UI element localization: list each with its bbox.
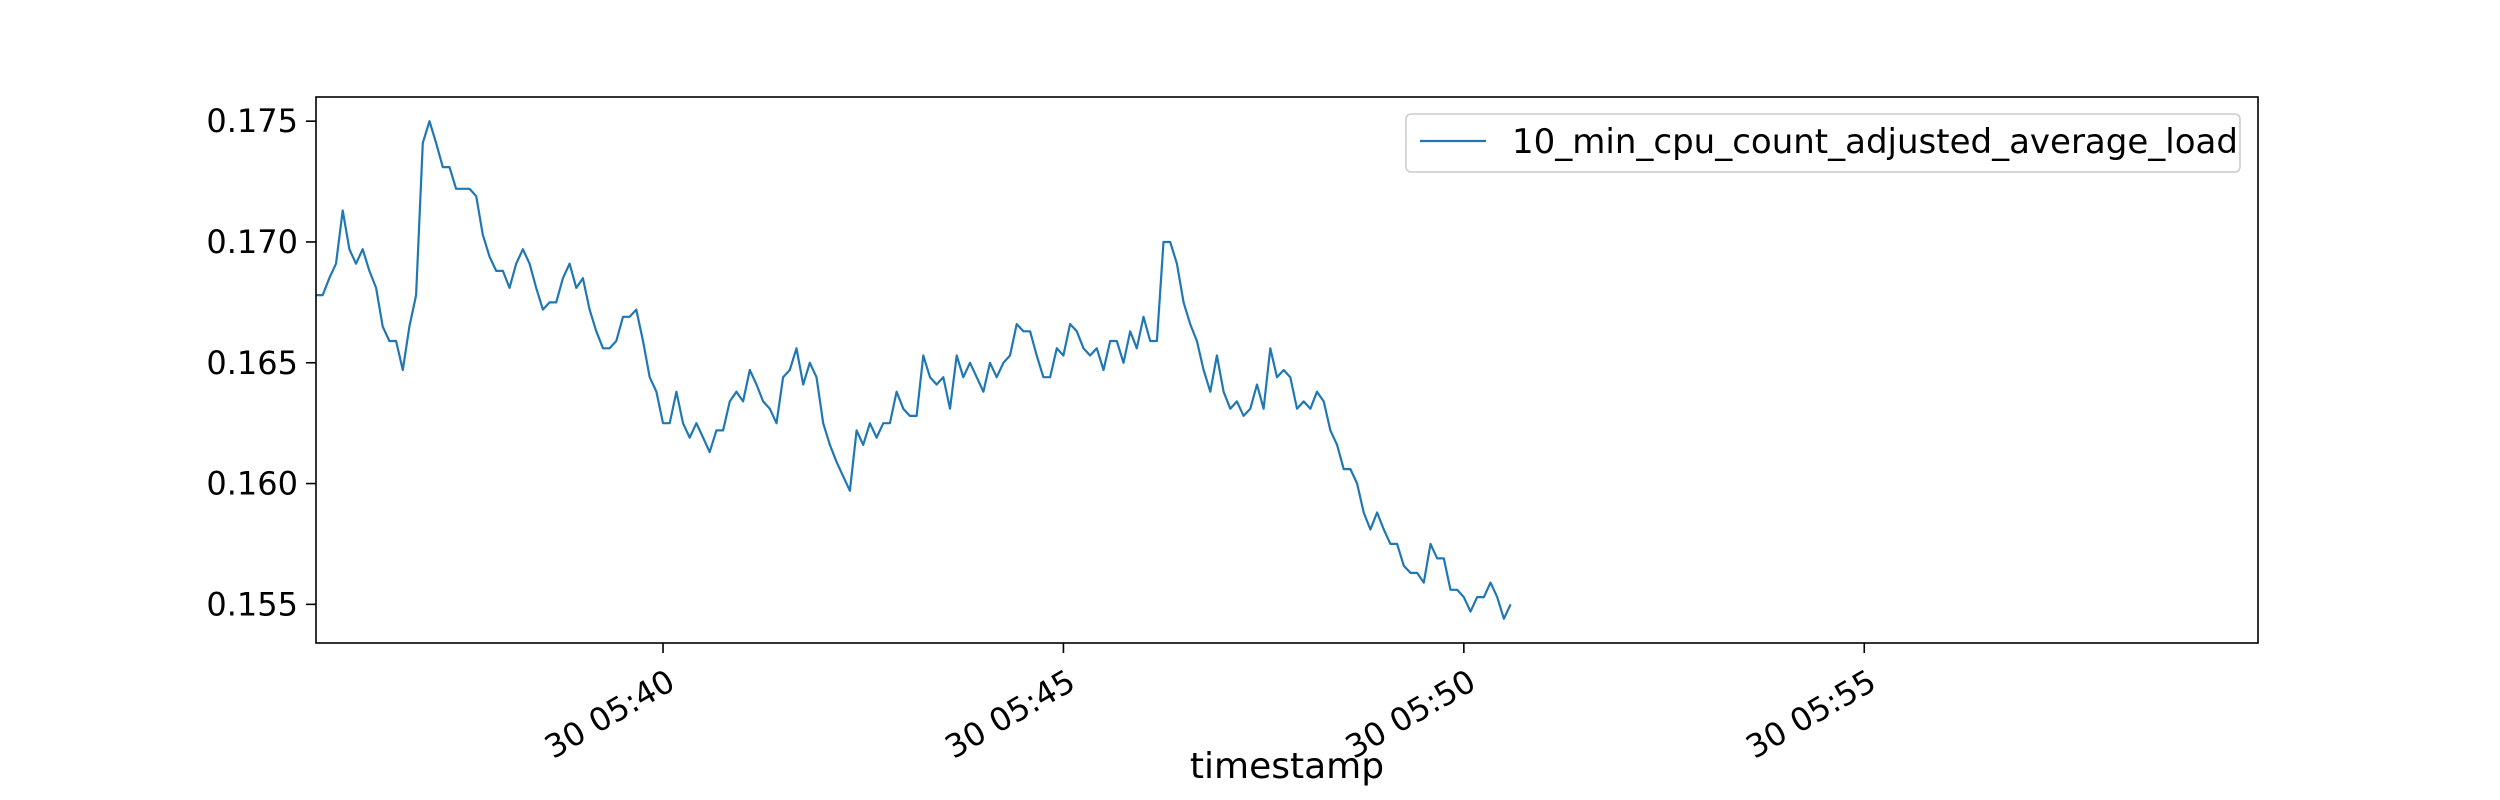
plot-area-frame	[315, 96, 2259, 644]
y-tick-label: 0.170	[206, 223, 298, 261]
x-axis-label: timestamp	[1190, 746, 1384, 787]
y-tick-label: 0.165	[206, 344, 298, 382]
y-tick-label: 0.160	[206, 465, 298, 503]
y-tick-label: 0.175	[206, 102, 298, 140]
legend-label: 10_min_cpu_count_adjusted_average_load	[1512, 122, 2238, 162]
y-axis: 0.155 0.160 0.165 0.170 0.175	[206, 102, 316, 623]
series-line	[316, 120, 1512, 620]
legend: 10_min_cpu_count_adjusted_average_load	[1405, 113, 2241, 173]
y-tick-label: 0.155	[206, 585, 298, 623]
legend-box	[1405, 113, 2241, 173]
